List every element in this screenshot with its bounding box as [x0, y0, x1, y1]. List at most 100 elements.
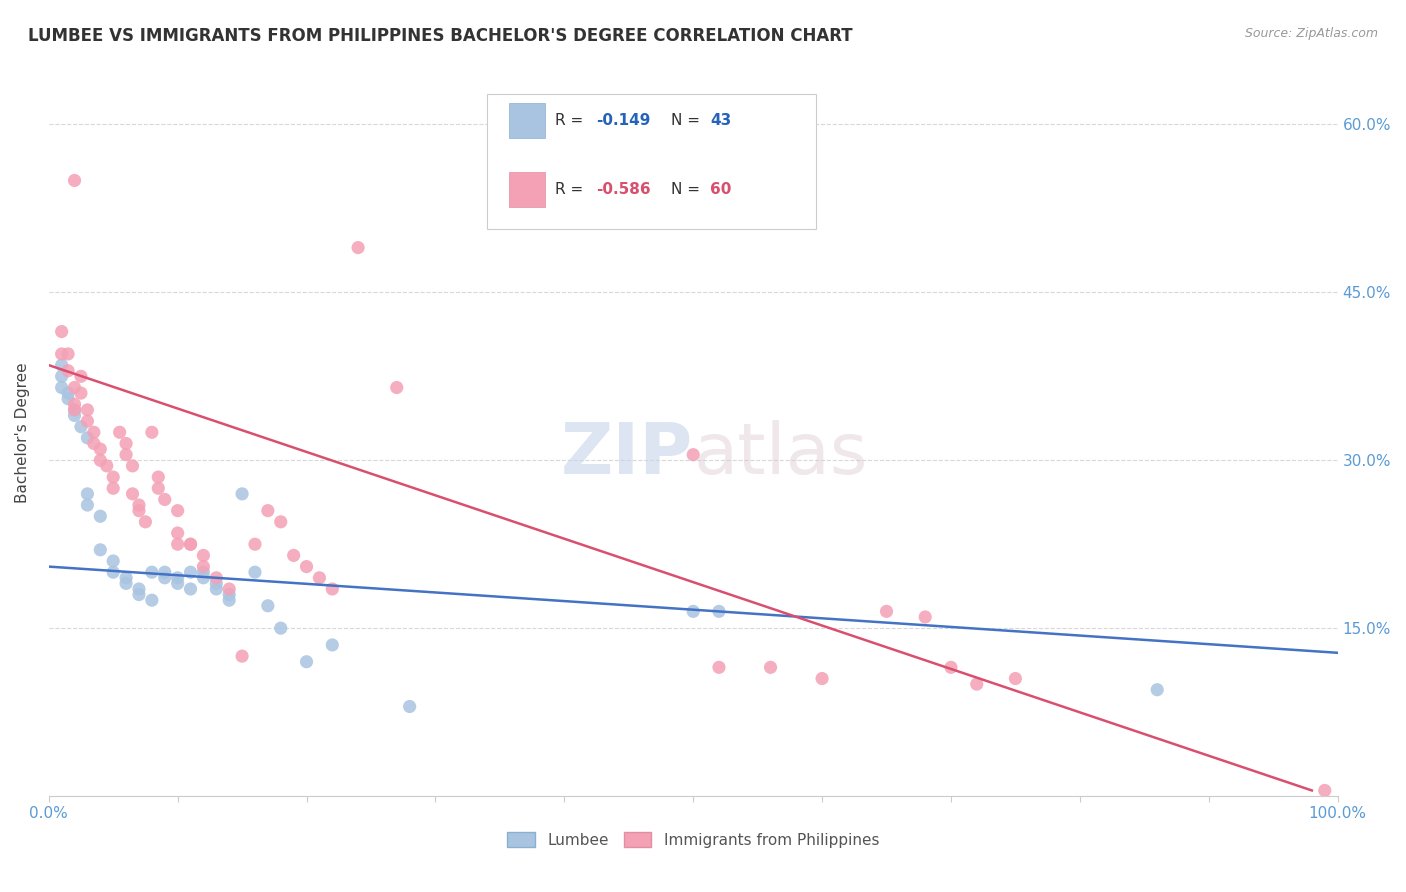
- Text: 43: 43: [710, 112, 731, 128]
- Text: R =: R =: [555, 182, 588, 197]
- Point: [141, 425, 163, 440]
- Point: [76, 414, 98, 428]
- Point: [270, 621, 292, 635]
- Point: [270, 515, 292, 529]
- Point: [63, 397, 86, 411]
- Point: [103, 554, 125, 568]
- Point: [257, 599, 280, 613]
- Point: [205, 576, 228, 591]
- Point: [63, 409, 86, 423]
- FancyBboxPatch shape: [509, 172, 546, 207]
- Point: [89, 453, 111, 467]
- Point: [115, 448, 138, 462]
- Point: [166, 503, 188, 517]
- Point: [89, 509, 111, 524]
- Point: [70, 386, 93, 401]
- Point: [257, 503, 280, 517]
- Point: [283, 549, 305, 563]
- Point: [128, 588, 150, 602]
- Text: 60: 60: [710, 182, 731, 197]
- Point: [1004, 672, 1026, 686]
- Point: [243, 565, 266, 579]
- Point: [63, 173, 86, 187]
- Point: [76, 498, 98, 512]
- Point: [1313, 783, 1336, 797]
- Point: [76, 487, 98, 501]
- Point: [121, 487, 143, 501]
- Point: [231, 649, 253, 664]
- Text: atlas: atlas: [693, 419, 868, 489]
- Point: [811, 672, 834, 686]
- Point: [89, 442, 111, 456]
- Point: [153, 492, 176, 507]
- Point: [70, 369, 93, 384]
- Point: [63, 380, 86, 394]
- Point: [56, 386, 79, 401]
- Point: [115, 436, 138, 450]
- Point: [83, 436, 105, 450]
- Point: [128, 498, 150, 512]
- Point: [141, 565, 163, 579]
- Text: N =: N =: [671, 112, 706, 128]
- Point: [76, 403, 98, 417]
- Point: [707, 660, 730, 674]
- Text: R =: R =: [555, 112, 588, 128]
- Point: [707, 604, 730, 618]
- Point: [103, 565, 125, 579]
- Point: [939, 660, 962, 674]
- Point: [63, 403, 86, 417]
- Point: [218, 582, 240, 596]
- Text: N =: N =: [671, 182, 706, 197]
- Point: [166, 526, 188, 541]
- Point: [321, 582, 343, 596]
- Text: ZIP: ZIP: [561, 419, 693, 489]
- Point: [70, 419, 93, 434]
- Point: [398, 699, 420, 714]
- Point: [193, 571, 215, 585]
- Text: -0.586: -0.586: [596, 182, 651, 197]
- Point: [966, 677, 988, 691]
- Point: [115, 571, 138, 585]
- Point: [51, 369, 73, 384]
- Point: [347, 241, 370, 255]
- Point: [914, 610, 936, 624]
- Point: [876, 604, 898, 618]
- Point: [51, 358, 73, 372]
- Point: [56, 347, 79, 361]
- Point: [385, 380, 408, 394]
- Point: [103, 470, 125, 484]
- Point: [218, 593, 240, 607]
- Point: [115, 576, 138, 591]
- Point: [134, 515, 156, 529]
- Point: [243, 537, 266, 551]
- Point: [180, 537, 202, 551]
- Point: [321, 638, 343, 652]
- Y-axis label: Bachelor's Degree: Bachelor's Degree: [15, 362, 30, 502]
- Point: [51, 380, 73, 394]
- Legend: Lumbee, Immigrants from Philippines: Lumbee, Immigrants from Philippines: [501, 826, 886, 854]
- Point: [121, 458, 143, 473]
- Point: [193, 559, 215, 574]
- Point: [231, 487, 253, 501]
- Point: [153, 571, 176, 585]
- Point: [89, 542, 111, 557]
- Point: [76, 431, 98, 445]
- Point: [295, 559, 318, 574]
- Point: [83, 425, 105, 440]
- Point: [682, 604, 704, 618]
- Point: [295, 655, 318, 669]
- Point: [180, 537, 202, 551]
- Point: [205, 571, 228, 585]
- Point: [103, 481, 125, 495]
- Point: [180, 565, 202, 579]
- Point: [108, 425, 131, 440]
- Point: [193, 565, 215, 579]
- Point: [1146, 682, 1168, 697]
- Point: [56, 392, 79, 406]
- Point: [308, 571, 330, 585]
- Point: [128, 503, 150, 517]
- Point: [51, 325, 73, 339]
- Point: [148, 481, 170, 495]
- Point: [180, 582, 202, 596]
- Point: [682, 448, 704, 462]
